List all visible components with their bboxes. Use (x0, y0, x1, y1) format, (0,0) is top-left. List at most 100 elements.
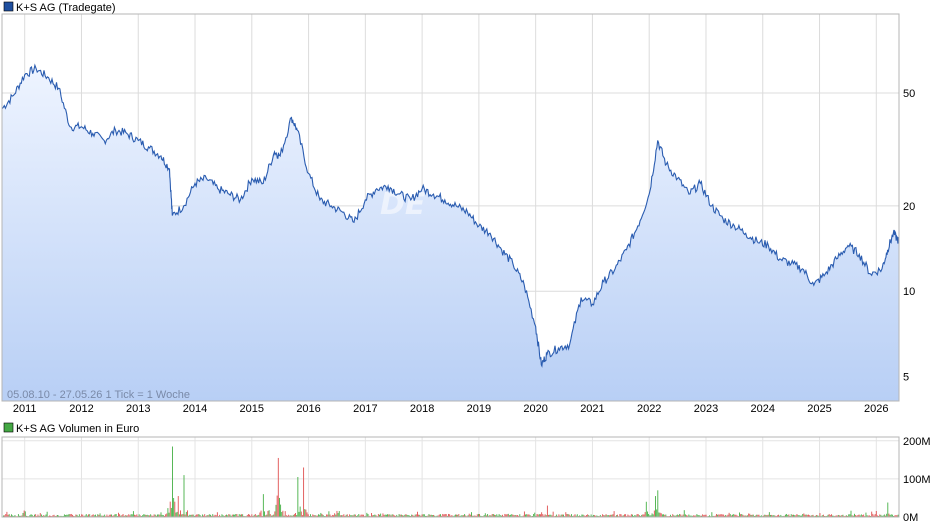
volume-bar (72, 514, 73, 517)
volume-bar (337, 512, 339, 517)
volume-bar (431, 515, 433, 517)
volume-bar (768, 512, 770, 517)
volume-bar (655, 496, 656, 517)
volume-bar (774, 515, 776, 517)
volume-bar (231, 514, 233, 517)
price-x-tick-label: 2014 (183, 403, 207, 415)
volume-bar (575, 515, 577, 517)
volume-bar (489, 515, 491, 517)
volume-bar (408, 515, 410, 517)
volume-bar (242, 514, 244, 517)
volume-y-tick-label: 200M (903, 436, 931, 448)
volume-bar (653, 510, 655, 517)
volume-bar (681, 515, 683, 517)
volume-bar (362, 514, 364, 517)
volume-bar (323, 515, 325, 517)
volume-bar (661, 514, 663, 517)
volume-bar (279, 497, 280, 517)
volume-bar (78, 514, 80, 517)
volume-bar (826, 515, 828, 517)
volume-bar (300, 511, 302, 517)
volume-bar (326, 514, 328, 517)
volume-bar (563, 514, 564, 517)
volume-bar (146, 514, 148, 517)
chart-range-note: 05.08.10 - 27.05.26 1 Tick = 1 Woche (7, 389, 190, 401)
volume-bar (695, 515, 697, 517)
volume-bar (591, 515, 593, 517)
volume-bar (805, 514, 807, 517)
volume-bar (14, 515, 16, 517)
volume-bar (93, 515, 95, 517)
volume-bar (305, 509, 307, 517)
volume-bar (812, 514, 814, 517)
volume-bar (22, 512, 24, 517)
volume-bar (658, 512, 660, 517)
volume-bar (142, 515, 144, 517)
volume-bar (871, 511, 873, 517)
volume-bar (840, 515, 842, 517)
volume-bar (219, 514, 221, 517)
volume-bar (385, 514, 387, 517)
volume-bar (611, 514, 613, 517)
volume-bar (57, 515, 58, 517)
volume-bar (174, 501, 176, 517)
volume-bar (36, 515, 38, 517)
volume-bar (779, 515, 781, 517)
volume-bar (753, 515, 755, 517)
volume-bar (155, 515, 157, 517)
volume-bar (759, 515, 761, 517)
volume-bar (29, 515, 31, 517)
volume-bar (443, 514, 445, 517)
volume-bar (757, 514, 759, 517)
volume-bar (153, 514, 155, 517)
volume-bar (619, 514, 621, 517)
volume-bar (581, 514, 583, 517)
volume-bar (891, 514, 893, 517)
volume-bar (793, 514, 794, 517)
volume-bar (752, 514, 754, 517)
volume-bar (241, 514, 242, 517)
volume-bar (734, 514, 736, 517)
volume-bar (894, 515, 896, 517)
volume-bar (257, 515, 259, 517)
volume-bar (387, 514, 388, 517)
volume-bar (371, 513, 372, 517)
volume-bar (576, 514, 578, 517)
volume-bar (636, 513, 638, 517)
volume-bar (819, 513, 821, 517)
volume-bar (537, 514, 539, 517)
volume-bar (201, 514, 203, 517)
volume-bar (116, 515, 118, 517)
volume-bar (571, 514, 572, 517)
volume-bar (498, 514, 500, 517)
volume-bar (858, 514, 860, 517)
volume-bar (676, 514, 678, 517)
volume-bar (98, 514, 100, 517)
volume-bar (704, 514, 706, 517)
volume-bar (845, 515, 847, 517)
volume-bar (679, 513, 681, 517)
volume-bar (739, 512, 740, 517)
volume-bar (181, 514, 183, 517)
volume-bar (111, 514, 112, 517)
volume-bar (610, 514, 612, 517)
volume-bar (809, 515, 811, 517)
volume-bar (203, 515, 204, 517)
volume-bar (643, 514, 645, 517)
volume-bar (896, 515, 898, 517)
volume-bar (490, 515, 492, 517)
volume-bar (756, 514, 758, 517)
volume-bar (875, 510, 877, 517)
volume-bar (680, 514, 682, 517)
volume-bar (322, 514, 324, 517)
volume-bar (5, 514, 7, 517)
volume-bar (377, 514, 379, 517)
volume-bar (196, 514, 198, 517)
volume-bar (790, 514, 792, 517)
volume-bar (392, 514, 394, 517)
volume-bar (621, 515, 623, 517)
volume-bar (528, 514, 530, 517)
volume-bar (791, 514, 793, 517)
volume-bar (265, 515, 267, 517)
volume-bar (274, 511, 276, 517)
